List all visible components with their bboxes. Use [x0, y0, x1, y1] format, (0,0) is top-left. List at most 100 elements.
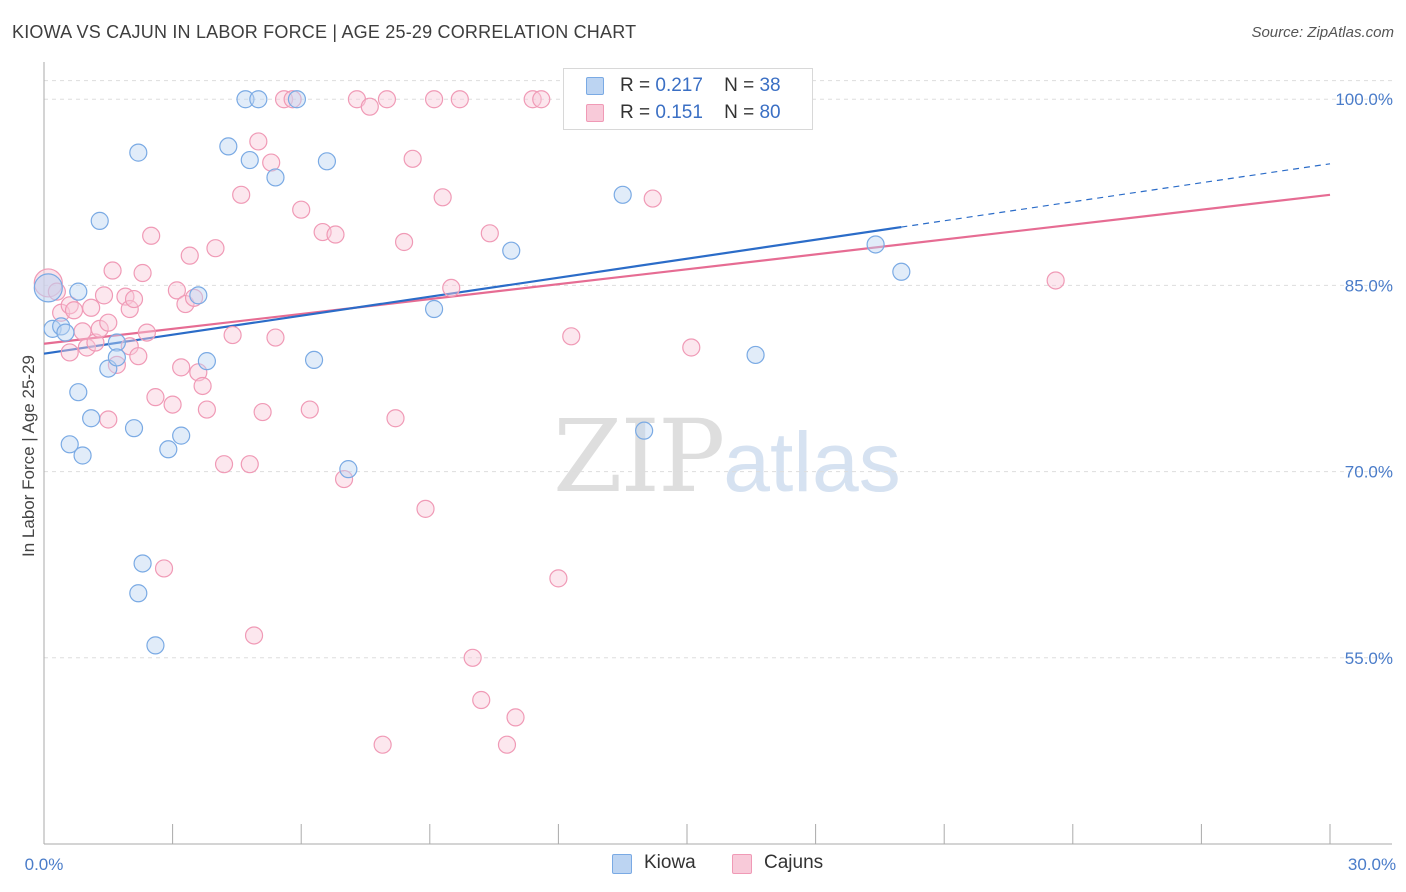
cajuns-point-30 [180, 246, 199, 265]
kiowa-point-30 [339, 460, 358, 479]
kiowa-point-37 [892, 262, 911, 281]
legend-cajun-n-label: N = [724, 102, 755, 123]
trend-lines [43, 163, 1331, 355]
kiowa-point-22 [219, 137, 238, 156]
cajuns-point-44 [266, 328, 285, 347]
kiowa-point-12 [107, 348, 126, 367]
y-tick-label-2: 85.0% [1345, 276, 1393, 295]
data-points [33, 90, 1065, 754]
legend-swatch-kiowa [586, 77, 604, 95]
cajuns-point-20 [129, 347, 148, 366]
cajuns-point-65 [472, 690, 491, 710]
kiowa-point-15 [129, 143, 148, 162]
kiowa-point-17 [146, 636, 165, 655]
cajuns-point-68 [506, 708, 525, 727]
kiowa-point-34 [635, 421, 654, 440]
kiowa-point-23 [236, 90, 255, 109]
cajuns-point-41 [249, 132, 268, 151]
kiowa-point-4 [60, 435, 79, 454]
cajuns-point-54 [373, 735, 392, 754]
cajuns-point-27 [167, 281, 186, 300]
legend: R = 0.217 N = 38 R = 0.151 N = 80 [563, 68, 813, 130]
cajuns-point-58 [403, 149, 422, 168]
x-tick-label-0: 0.0% [25, 855, 64, 874]
cajuns-point-13 [99, 410, 118, 429]
cajuns-point-21 [133, 263, 152, 283]
kiowa-point-16 [133, 554, 152, 573]
cajuns-point-14 [103, 261, 122, 280]
cajuns-point-17 [120, 299, 139, 319]
cajuns-point-53 [360, 97, 379, 116]
trend-line-kiowa [43, 226, 902, 355]
cajuns-point-62 [442, 278, 461, 298]
kiowa-point-14 [129, 584, 148, 603]
cajuns-point-34 [197, 400, 216, 419]
bottom-legend-swatch-cajun [732, 854, 752, 874]
kiowa-point-21 [197, 352, 216, 371]
chart-title: KIOWA VS CAJUN IN LABOR FORCE | AGE 25-2… [12, 22, 637, 42]
cajuns-point-35 [206, 239, 225, 258]
tick-labels: 55.0% 70.0% 85.0% 100.0% 0.0% 30.0% [25, 90, 1396, 874]
legend-swatch-cajun [586, 104, 604, 122]
cajuns-point-56 [386, 409, 405, 428]
cajuns-point-38 [232, 185, 251, 204]
y-tick-label-0: 55.0% [1345, 649, 1393, 668]
cajuns-point-51 [334, 469, 354, 489]
cajuns-point-26 [163, 395, 182, 414]
y-tick-label-1: 70.0% [1345, 463, 1393, 482]
source-label: Source: ZipAtlas.com [1251, 24, 1394, 41]
kiowa-point-25 [249, 90, 268, 109]
cajuns-point-39 [240, 455, 259, 474]
cajuns-point-24 [146, 388, 165, 407]
cajuns-point-72 [562, 327, 581, 346]
kiowa-point-5 [69, 282, 88, 301]
legend-cajun-r-value: 0.151 [655, 102, 703, 123]
cajuns-point-63 [450, 90, 469, 109]
watermark: ZIPatlas [553, 398, 901, 515]
cajuns-point-43 [262, 153, 281, 172]
cajuns-point-36 [214, 455, 234, 474]
legend-kiowa-n-value: 38 [759, 75, 781, 96]
kiowa-point-31 [424, 299, 444, 319]
x-tick-label-1: 30.0% [1348, 855, 1396, 874]
cajuns-point-22 [137, 323, 156, 342]
cajuns-point-12 [99, 313, 118, 332]
cajuns-point-60 [424, 90, 444, 109]
cajuns-point-8 [82, 298, 101, 317]
y-axis-label: In Labor Force | Age 25-29 [19, 355, 38, 557]
cajuns-point-50 [326, 225, 345, 244]
bottom-legend-swatch-kiowa [612, 854, 632, 874]
legend-kiowa-n-label: N = [724, 75, 755, 96]
cajuns-point-48 [300, 400, 319, 419]
legend-cajun-r-label: R = [620, 102, 651, 123]
kiowa-point-13 [124, 419, 144, 438]
cajuns-point-61 [433, 188, 452, 207]
watermark-atlas: atlas [723, 415, 901, 509]
cajuns-point-25 [154, 559, 174, 578]
cajuns-point-71 [549, 569, 568, 588]
kiowa-point-33 [613, 185, 632, 204]
cajuns-point-33 [193, 376, 212, 396]
cajuns-point-70 [532, 90, 551, 109]
cajuns-point-67 [497, 735, 517, 754]
cajuns-point-76 [643, 189, 662, 208]
bottom-legend-label-kiowa: Kiowa [644, 852, 696, 873]
cajuns-point-28 [172, 358, 191, 377]
kiowa-point-3 [56, 323, 75, 342]
cajuns-point-19 [124, 289, 144, 309]
cajuns-point-9 [86, 333, 105, 352]
cajuns-point-5 [64, 301, 84, 320]
watermark-zip: ZIP [553, 398, 725, 515]
trend-line-kiowa-extension [901, 163, 1331, 228]
kiowa-point-24 [240, 150, 259, 170]
legend-kiowa-r-value: 0.217 [655, 75, 703, 96]
cajuns-point-79 [1046, 271, 1065, 290]
kiowa-point-36 [866, 235, 885, 254]
kiowa-point-32 [502, 241, 521, 260]
cajuns-point-37 [223, 325, 242, 345]
cajuns-point-64 [463, 648, 482, 667]
kiowa-point-7 [73, 446, 92, 465]
kiowa-point-0 [33, 273, 63, 303]
kiowa-point-35 [746, 345, 765, 365]
